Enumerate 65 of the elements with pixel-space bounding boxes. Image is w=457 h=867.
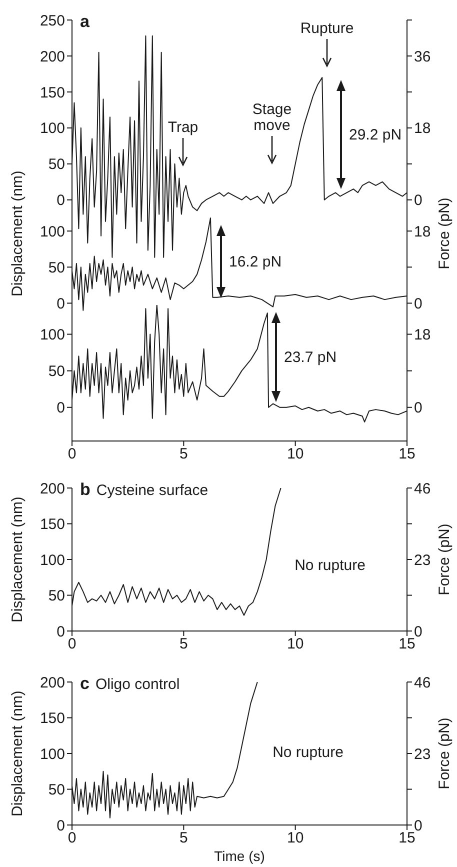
annotation: Stage move xyxy=(252,101,292,134)
y-tick-label: 50 xyxy=(48,363,65,380)
y-tick-label: 0 xyxy=(56,400,65,417)
y2-axis-title: Force (pN) xyxy=(436,198,453,270)
y-tick-label: 0 xyxy=(56,296,65,313)
x-tick-label: 5 xyxy=(179,636,188,653)
y2-axis-title: Force (pN) xyxy=(436,524,453,596)
y-tick-label: 200 xyxy=(40,674,65,692)
y-tick-label: 250 xyxy=(40,12,65,30)
y2-tick-label: 0 xyxy=(414,400,422,417)
x-tick-label: 5 xyxy=(179,830,188,847)
x-tick-label: 15 xyxy=(398,636,416,653)
y2-tick-label: 23 xyxy=(414,552,431,569)
annotation: No rupture xyxy=(294,557,366,574)
y-tick-label: 50 xyxy=(48,782,65,799)
x-tick-label: 15 xyxy=(398,446,416,463)
y-axis-title: Displacement (nm) xyxy=(9,170,26,296)
y-axis-title: Displacement (nm) xyxy=(9,690,26,816)
x-tick-label: 5 xyxy=(179,446,188,463)
y2-tick-label: 18 xyxy=(414,223,431,240)
x-tick-label: 15 xyxy=(398,830,416,847)
y2-tick-label: 18 xyxy=(414,326,431,344)
y-tick-label: 50 xyxy=(48,259,65,276)
y2-tick-label: 23 xyxy=(414,746,431,763)
x-tick-label: 0 xyxy=(68,636,76,653)
y-axis-title: Displacement (nm) xyxy=(9,496,26,622)
y-tick-label: 150 xyxy=(40,710,65,728)
y-tick-label: 0 xyxy=(56,623,65,640)
y-tick-label: 50 xyxy=(48,156,65,174)
x-tick-label: 10 xyxy=(286,636,304,653)
y2-tick-label: 0 xyxy=(414,623,422,640)
y2-axis-title: Force (pN) xyxy=(436,718,453,790)
y-tick-label: 200 xyxy=(40,480,65,498)
y-tick-label: 100 xyxy=(40,223,65,240)
y-tick-label: 150 xyxy=(40,84,65,102)
annotation: 29.2 pN xyxy=(349,126,402,144)
y-tick-label: 100 xyxy=(40,326,65,344)
x-axis-title: Time (s) xyxy=(214,848,265,864)
annotation: No rupture xyxy=(272,744,344,761)
y-tick-label: 150 xyxy=(40,516,65,534)
y-tick-label: 0 xyxy=(56,192,65,210)
y-tick-label: 50 xyxy=(48,588,65,605)
x-tick-label: 10 xyxy=(286,446,304,463)
chart-title: b Cysteine surface xyxy=(80,480,208,499)
x-tick-label: 0 xyxy=(68,830,76,847)
y2-tick-label: 46 xyxy=(414,480,431,498)
y2-tick-label: 46 xyxy=(414,674,431,692)
annotation: Trap xyxy=(168,119,198,136)
chart-title: c Oligo control xyxy=(80,674,180,693)
x-tick-label: 10 xyxy=(286,830,304,847)
annotation: Rupture xyxy=(300,20,354,37)
y2-tick-label: 18 xyxy=(414,120,431,138)
annotation: 16.2 pN xyxy=(229,254,282,270)
annotation: 23.7 pN xyxy=(284,349,337,366)
chart-title: a xyxy=(80,12,90,31)
y2-tick-label: 0 xyxy=(414,192,422,210)
y-tick-label: 0 xyxy=(56,817,65,834)
y2-tick-label: 0 xyxy=(414,296,422,313)
x-tick-label: 0 xyxy=(68,446,76,463)
y2-tick-label: 0 xyxy=(414,817,422,834)
y-tick-label: 100 xyxy=(40,746,65,763)
y-tick-label: 100 xyxy=(40,552,65,569)
y-tick-label: 200 xyxy=(40,48,65,66)
y2-tick-label: 36 xyxy=(414,48,431,66)
y-tick-label: 100 xyxy=(40,120,65,138)
